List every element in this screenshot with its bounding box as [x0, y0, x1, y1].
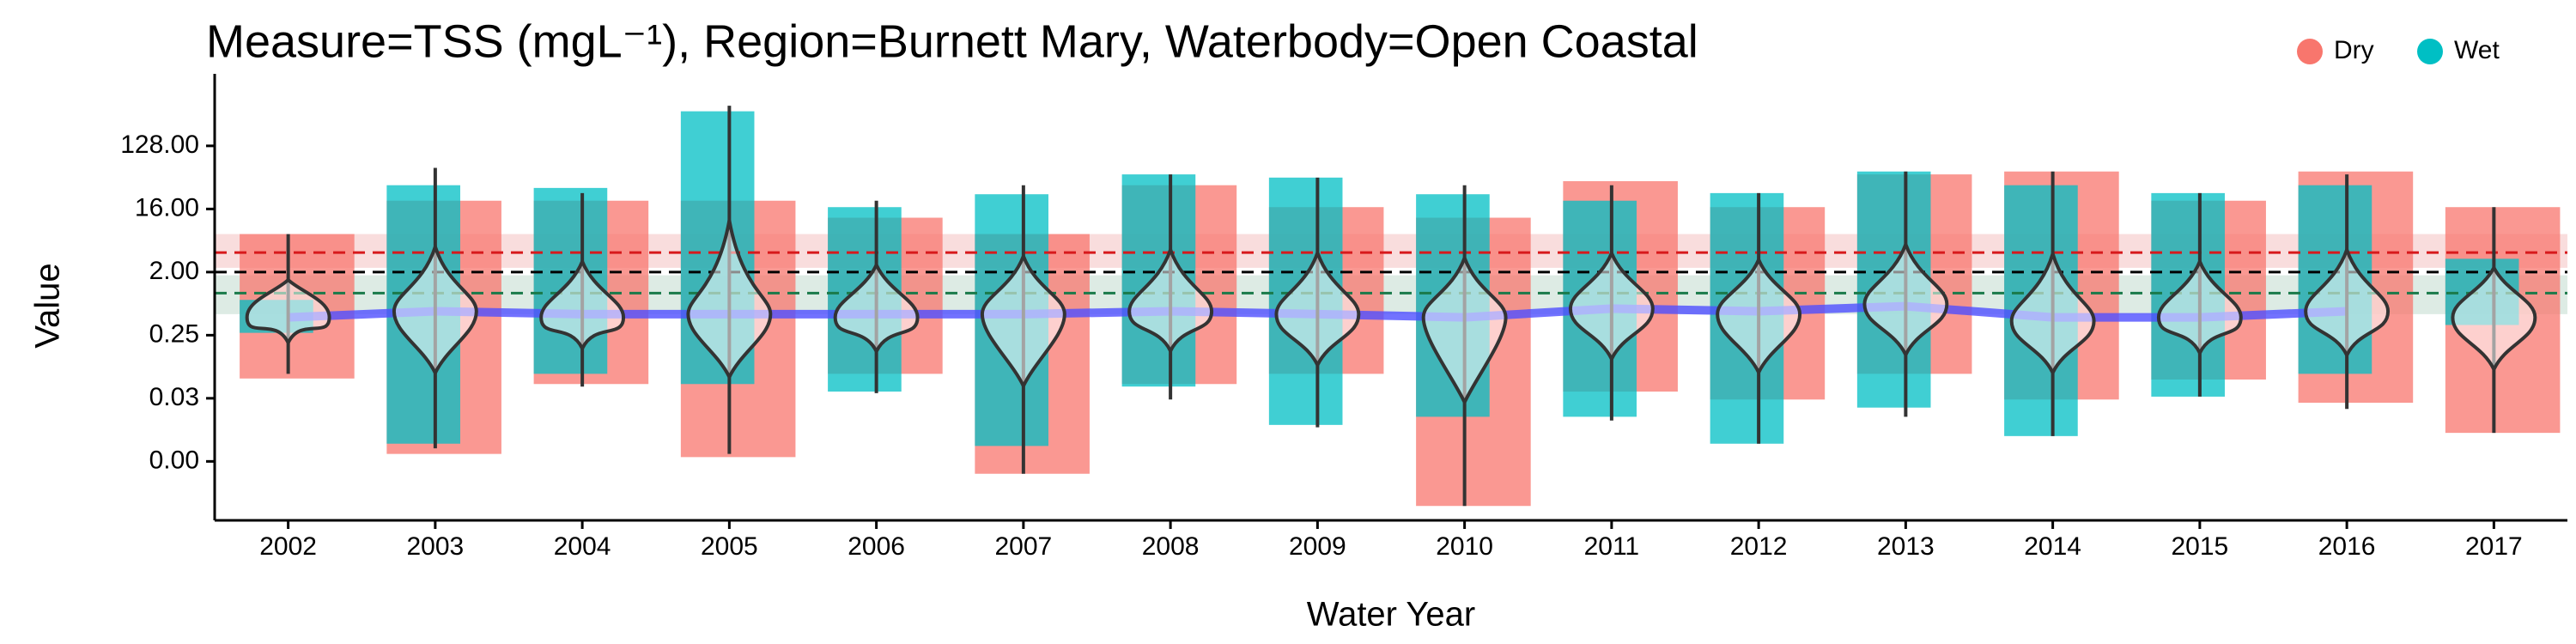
- y-tick-label: 2.00: [149, 257, 199, 285]
- violin-body: [1274, 247, 1361, 369]
- x-tick-label: 2013: [1877, 532, 1935, 561]
- violin-body: [392, 240, 478, 377]
- x-tick-label: 2010: [1436, 532, 1493, 561]
- legend-swatch: [2417, 39, 2443, 64]
- legend-label: Wet: [2454, 36, 2500, 64]
- y-axis-label: Value: [29, 263, 67, 348]
- x-tick-label: 2006: [848, 532, 905, 561]
- x-tick-label: 2004: [554, 532, 611, 561]
- violin-body: [2304, 244, 2391, 360]
- x-tick-label: 2012: [1730, 532, 1788, 561]
- x-tick-label: 2015: [2172, 532, 2229, 561]
- x-tick-label: 2007: [995, 532, 1053, 561]
- violin-body: [1127, 244, 1214, 355]
- x-tick-label: 2016: [2318, 532, 2376, 561]
- chart-title: Measure=TSS (mgL⁻¹), Region=Burnett Mary…: [206, 15, 1698, 67]
- x-axis-label: Water Year: [1307, 596, 1475, 634]
- x-tick-label: 2009: [1289, 532, 1346, 561]
- violin-body: [1862, 239, 1949, 359]
- violin-body: [980, 251, 1066, 391]
- x-tick-label: 2014: [2024, 532, 2081, 561]
- x-tick-label: 2002: [259, 532, 317, 561]
- y-tick-label: 0.25: [149, 319, 199, 348]
- violin-body: [2451, 264, 2537, 374]
- violin-body: [1421, 252, 1508, 407]
- x-tick-label: 2005: [701, 532, 758, 561]
- violin-body: [2009, 247, 2096, 377]
- violin-body: [2156, 257, 2243, 357]
- violin-body: [686, 220, 773, 381]
- y-tick-label: 16.00: [135, 193, 199, 222]
- x-tick-label: 2008: [1142, 532, 1200, 561]
- violin-body: [245, 277, 331, 347]
- y-tick-label: 0.00: [149, 446, 199, 474]
- y-tick-label: 128.00: [120, 131, 199, 159]
- x-tick-label: 2003: [407, 532, 465, 561]
- legend-swatch: [2297, 39, 2323, 64]
- y-tick-label: 0.03: [149, 383, 199, 411]
- violin-body: [539, 257, 626, 353]
- violin-body: [1716, 255, 1802, 377]
- violin-body: [833, 260, 920, 355]
- x-tick-label: 2011: [1584, 532, 1640, 561]
- x-tick-label: 2017: [2465, 532, 2523, 561]
- violin-body: [1568, 248, 1655, 363]
- legend-label: Dry: [2334, 36, 2374, 64]
